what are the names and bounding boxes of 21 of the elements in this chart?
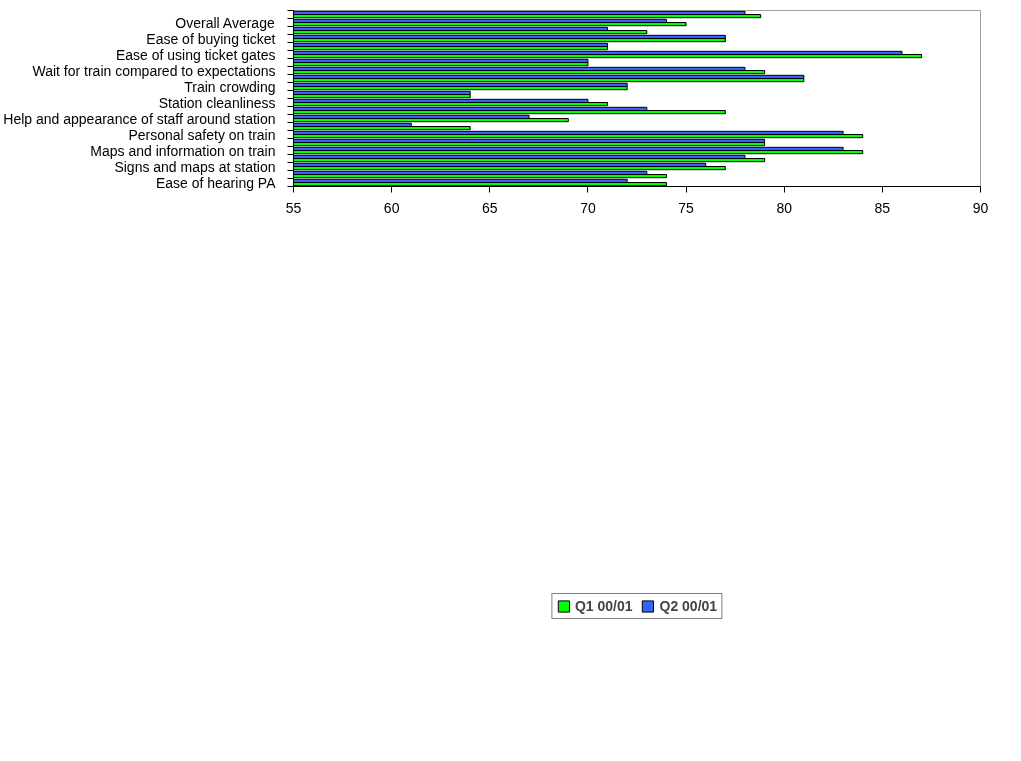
y-tick-label: Help and appearance of staff around station <box>3 110 276 127</box>
x-tick-label: 70 <box>580 199 596 216</box>
legend-label: Q2 00/01 <box>659 598 718 614</box>
x-tick-label: 55 <box>285 199 302 216</box>
x-tick-label: 85 <box>874 199 891 216</box>
legend-label: Q1 00/01 <box>574 598 633 614</box>
y-tick-label: Overall Average <box>175 14 275 31</box>
y-tick-label: Signs and maps at station <box>114 158 276 175</box>
y-tick-label: Ease of using ticket gates <box>115 46 276 63</box>
y-tick-label: Personal safety on train <box>128 126 276 143</box>
y-tick-label: Maps and information on train <box>90 142 276 159</box>
x-tick-label: 65 <box>482 199 498 216</box>
y-tick-label: Train crowding <box>184 78 276 95</box>
x-tick-label: 60 <box>383 199 400 216</box>
y-tick-label: Ease of buying ticket <box>146 30 276 47</box>
y-tick-label: Station cleanliness <box>158 94 276 111</box>
x-tick-label: 90 <box>972 199 989 216</box>
y-tick-label: Ease of hearing PA <box>155 174 277 191</box>
x-tick-label: 80 <box>776 199 793 216</box>
x-tick-label: 75 <box>678 199 695 216</box>
y-tick-label: Wait for train compared to expectations <box>32 62 276 79</box>
